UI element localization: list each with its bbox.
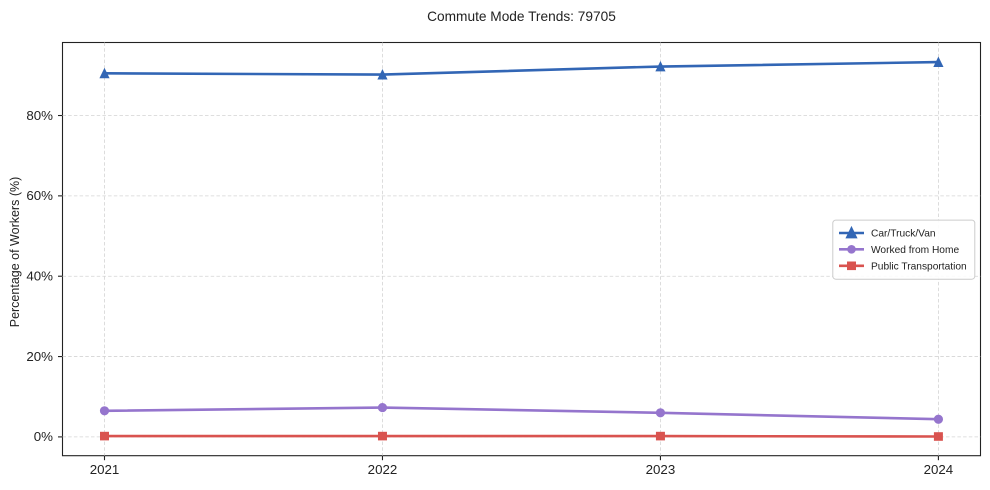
- svg-text:Car/Truck/Van: Car/Truck/Van: [871, 229, 936, 240]
- svg-text:80%: 80%: [26, 108, 53, 123]
- svg-text:0%: 0%: [34, 429, 53, 444]
- svg-text:2023: 2023: [646, 462, 676, 477]
- svg-text:2022: 2022: [368, 462, 398, 477]
- svg-text:2024: 2024: [924, 462, 954, 477]
- svg-text:40%: 40%: [26, 269, 53, 284]
- svg-text:Worked from Home: Worked from Home: [871, 245, 959, 256]
- svg-text:20%: 20%: [26, 349, 53, 364]
- svg-text:2021: 2021: [90, 462, 120, 477]
- svg-text:Public Transportation: Public Transportation: [871, 262, 967, 273]
- svg-text:60%: 60%: [26, 188, 53, 203]
